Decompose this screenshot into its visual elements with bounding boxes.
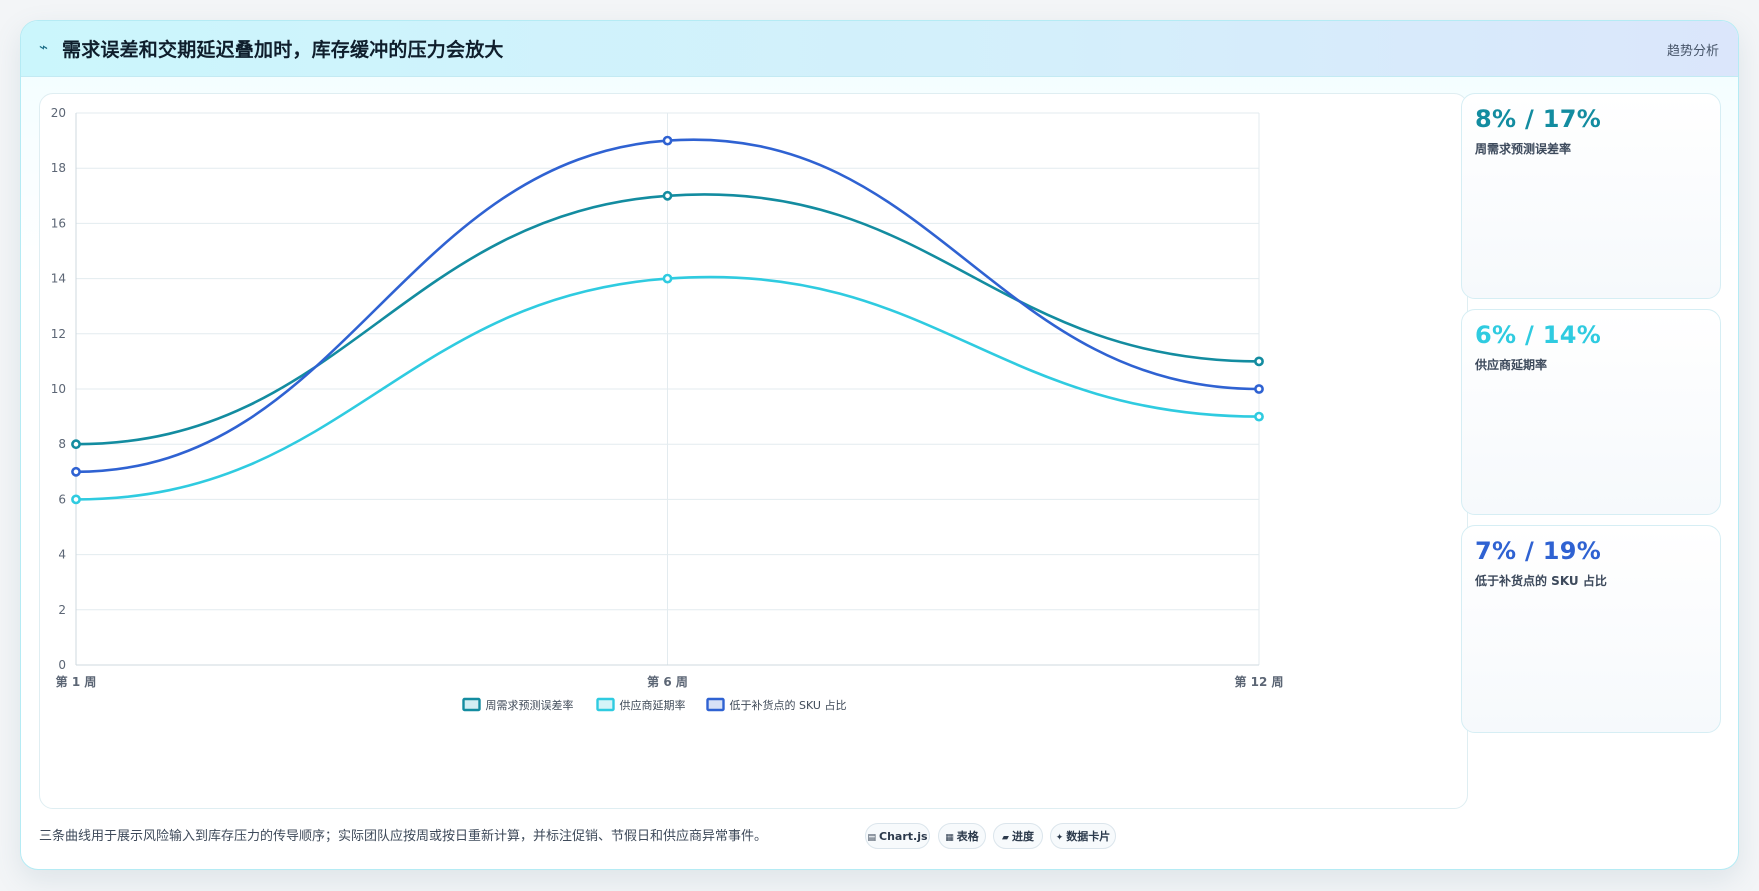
pill-data-card[interactable]: ✦ 数据卡片	[1050, 823, 1116, 849]
stat-value: 7% / 19%	[1475, 537, 1602, 565]
data-point	[662, 190, 673, 201]
y-tick-label: 0	[58, 658, 66, 672]
data-point	[662, 273, 673, 284]
stat-card-supplier-delay: 6% / 14% 供应商延期率	[1461, 309, 1721, 515]
data-point	[662, 135, 673, 146]
card-tag: 趋势分析	[1666, 44, 1719, 59]
y-tick-label: 20	[51, 106, 66, 120]
card-icon: ✦	[1055, 833, 1064, 843]
y-tick-label: 16	[51, 216, 66, 230]
y-tick-label: 4	[58, 548, 66, 562]
y-tick-label: 10	[51, 382, 66, 396]
y-tick-label: 6	[58, 492, 66, 506]
legend-label: 低于补货点的 SKU 占比	[730, 698, 847, 712]
data-point	[1254, 411, 1264, 422]
x-tick-label: 第 12 周	[1234, 674, 1283, 689]
stat-label: 低于补货点的 SKU 占比	[1475, 574, 1607, 588]
data-point	[1254, 356, 1264, 367]
legend-label: 周需求预测误差率	[486, 698, 574, 712]
x-tick-label: 第 1 周	[56, 674, 97, 689]
chart-container: 0 2 4 6 8 10 12 14 16 18 20 第 1 周 第 6 周 第 12 周周需求预测误差…	[39, 93, 1468, 809]
card-header: ⌁ 需求误差和交期延迟叠加时，库存缓冲的压力会放大 趋势分析	[21, 21, 1738, 77]
y-tick-label: 8	[58, 437, 66, 451]
pill-label: 表格	[956, 830, 979, 843]
y-tick-label: 18	[51, 161, 66, 175]
stat-value: 8% / 17%	[1475, 105, 1602, 133]
pill-chartjs[interactable]: ▤ Chart.js	[865, 823, 930, 849]
table-icon: ▦	[945, 833, 954, 843]
progress-icon: ▰	[1002, 833, 1009, 843]
data-point	[71, 494, 81, 505]
pill-label: Chart.js	[879, 830, 928, 843]
pill-label: 数据卡片	[1066, 830, 1111, 843]
y-tick-label: 12	[51, 327, 66, 341]
data-point	[1254, 384, 1264, 394]
footer-note: 三条曲线用于展示风险输入到库存压力的传导顺序；实际团队应按周或按日重新计算，并标…	[39, 829, 768, 844]
pill-table[interactable]: ▦ 表格	[938, 823, 986, 849]
line-chart: 0 2 4 6 8 10 12 14 16 18 20 第 1 周 第 6 周 第 12 周周需求预测误差…	[51, 106, 1284, 712]
card-title: 需求误差和交期延迟叠加时，库存缓冲的压力会放大	[62, 39, 504, 61]
data-point	[71, 466, 81, 477]
legend-swatch	[462, 697, 481, 712]
trend-analysis-card: ⌁ 需求误差和交期延迟叠加时，库存缓冲的压力会放大 趋势分析 0 2 4 6 8 10 12…	[20, 20, 1739, 870]
stat-label: 供应商延期率	[1475, 358, 1548, 372]
chart-icon: ▤	[867, 833, 876, 843]
legend-swatch	[596, 697, 615, 712]
data-point	[71, 439, 81, 450]
y-tick-label: 14	[51, 272, 66, 286]
stat-value: 6% / 14%	[1475, 321, 1602, 349]
x-tick-label: 第 6 周	[647, 674, 688, 689]
legend-label: 供应商延期率	[620, 698, 686, 712]
activity-icon: ⌁	[39, 38, 49, 56]
pill-label: 进度	[1011, 830, 1034, 843]
legend-swatch	[706, 697, 725, 712]
y-tick-label: 2	[58, 603, 66, 617]
stat-label: 周需求预测误差率	[1475, 142, 1572, 156]
pill-progress[interactable]: ▰ 进度	[993, 823, 1043, 849]
stat-card-forecast-error: 8% / 17% 周需求预测误差率	[1461, 93, 1721, 299]
stat-card-below-reorder: 7% / 19% 低于补货点的 SKU 占比	[1461, 525, 1721, 733]
